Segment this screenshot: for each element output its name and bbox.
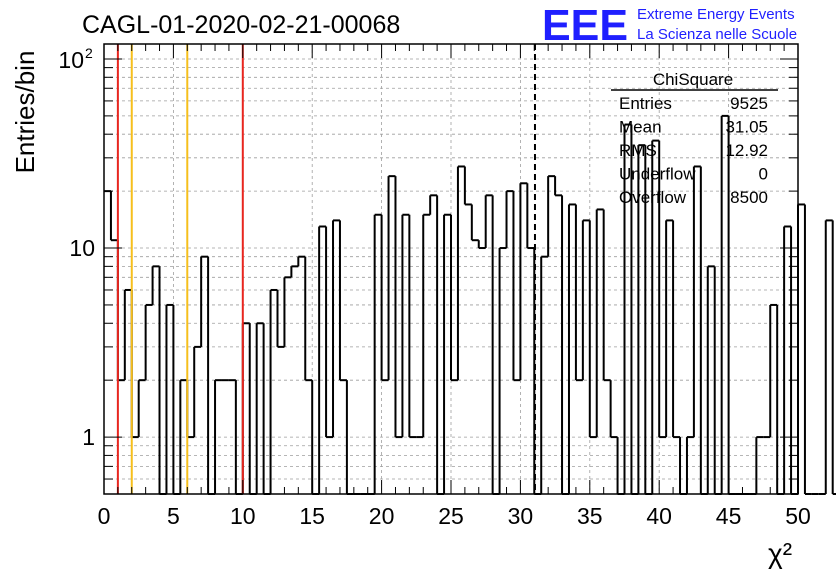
- x-tick-label: 50: [785, 503, 811, 529]
- y-tick-label-exponent: 2: [85, 45, 93, 61]
- stats-box: ChiSquare Entries 9525 Mean 31.05 RMS 12.92 Un…: [611, 70, 778, 207]
- grid-lines: [104, 44, 798, 495]
- stats-value: 9525: [730, 94, 768, 113]
- run-title: CAGL-01-2020-02-21-00068: [82, 11, 400, 39]
- stats-label: Entries: [619, 94, 672, 113]
- y-tick-label: 10: [69, 235, 95, 261]
- x-axis-label: χ²: [768, 538, 792, 569]
- logo-line-2: La Scienza nelle Scuole: [637, 26, 797, 43]
- stats-rows: Entries 9525 Mean 31.05 RMS 12.92 Underflow 0 Ov…: [619, 94, 768, 207]
- stats-value: 0: [759, 165, 768, 184]
- y-tick-label: 10: [58, 47, 84, 73]
- x-tick-label: 30: [508, 503, 534, 529]
- stats-title: ChiSquare: [653, 70, 733, 89]
- x-tick-label: 0: [98, 503, 111, 529]
- stats-value: 8500: [730, 188, 768, 207]
- x-tick-label: 25: [438, 503, 464, 529]
- stats-value: 12.92: [725, 141, 768, 160]
- stats-label: Underflow: [619, 165, 696, 184]
- logo-line-1: Extreme Energy Events: [637, 6, 795, 23]
- reference-lines: [116, 44, 536, 494]
- x-tick-label: 15: [299, 503, 325, 529]
- stats-label: Overflow: [619, 188, 687, 207]
- histogram-outline: [104, 114, 836, 495]
- x-tick-label: 40: [646, 503, 672, 529]
- x-tick-label: 5: [167, 503, 180, 529]
- stats-label: RMS: [619, 141, 657, 160]
- x-tick-label: 45: [716, 503, 742, 529]
- x-tick-label: 20: [369, 503, 395, 529]
- logo-wordmark: EEE: [542, 1, 628, 50]
- stats-value: 31.05: [725, 118, 768, 137]
- y-axis-label: Entries/bin: [10, 51, 40, 174]
- x-tick-label: 35: [577, 503, 603, 529]
- eee-logo: EEE Extreme Energy Events La Scienza nel…: [542, 1, 797, 50]
- y-tick-label: 1: [82, 424, 95, 450]
- stats-label: Mean: [619, 118, 662, 137]
- x-tick-label: 10: [230, 503, 256, 529]
